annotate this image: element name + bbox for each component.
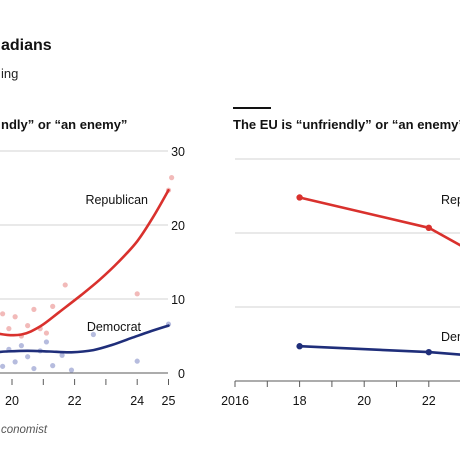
left-y-tick-label: 10 xyxy=(171,293,185,307)
left-y-tick-label: 30 xyxy=(171,145,185,159)
left-democrat-point xyxy=(68,367,75,373)
left-republican-point xyxy=(0,311,6,317)
right-chart-title-rule xyxy=(233,107,271,109)
left-republican-point xyxy=(134,291,140,297)
left-democrat-point xyxy=(90,331,96,338)
left-x-tick-label: 24 xyxy=(130,394,144,408)
subheading: ing xyxy=(1,66,19,81)
right-dem-point xyxy=(296,343,303,350)
left-republican-point xyxy=(43,330,50,336)
right-rep-point xyxy=(296,194,303,201)
left-republican-point xyxy=(25,323,31,329)
right-rep-point xyxy=(425,224,432,232)
left-republican-point xyxy=(50,303,56,309)
left-democrat-point xyxy=(25,354,31,360)
left-republican-point xyxy=(12,314,18,320)
left-y-tick-label: 0 xyxy=(178,367,185,381)
source-note: conomist xyxy=(1,424,48,436)
right-x-tick-label: 22 xyxy=(422,394,436,408)
left-democrat-point xyxy=(0,363,6,369)
right-chart-title: The EU is “unfriendly” or “an enemy” xyxy=(233,117,460,132)
left-democrat-label: Democrat xyxy=(87,320,142,334)
left-y-tick-label: 20 xyxy=(171,219,185,233)
left-republican-label: Republican xyxy=(85,193,148,207)
left-x-tick-label: 20 xyxy=(5,394,19,408)
right-dem-line xyxy=(299,344,460,356)
right-rep-line xyxy=(299,196,460,247)
right-chart: 2016 18 20 22 Rep Dem xyxy=(221,158,460,408)
left-democrat-point xyxy=(31,365,37,372)
left-democrat-point xyxy=(134,358,140,364)
right-republican-label: Rep xyxy=(441,193,460,207)
left-republican-point xyxy=(31,306,37,312)
headline: adians xyxy=(1,37,52,54)
left-chart-title: ndly” or “an enemy” xyxy=(1,117,128,132)
left-chart: 0 10 20 30 20 22 24 25 Republican Democrat xyxy=(0,145,185,408)
left-democrat-point xyxy=(18,343,24,349)
left-republican-point xyxy=(6,326,12,332)
left-democrat-point xyxy=(12,359,18,365)
left-republican-point xyxy=(169,175,175,181)
left-democrat-point xyxy=(43,339,50,345)
left-republican-point xyxy=(62,282,68,288)
left-x-tick-label: 25 xyxy=(162,394,176,408)
right-democrat-label: Dem xyxy=(441,330,460,344)
left-democrat-point xyxy=(59,352,65,358)
left-republican-trend-line xyxy=(0,188,170,337)
right-x-tick-label: 2016 xyxy=(221,394,249,408)
left-x-tick-label: 22 xyxy=(68,394,82,408)
left-democrat-point xyxy=(50,363,56,369)
left-democrat-trend-line xyxy=(0,324,170,354)
right-x-tick-label: 18 xyxy=(293,394,307,408)
right-x-tick-label: 20 xyxy=(357,394,371,408)
right-dem-point xyxy=(425,348,432,356)
